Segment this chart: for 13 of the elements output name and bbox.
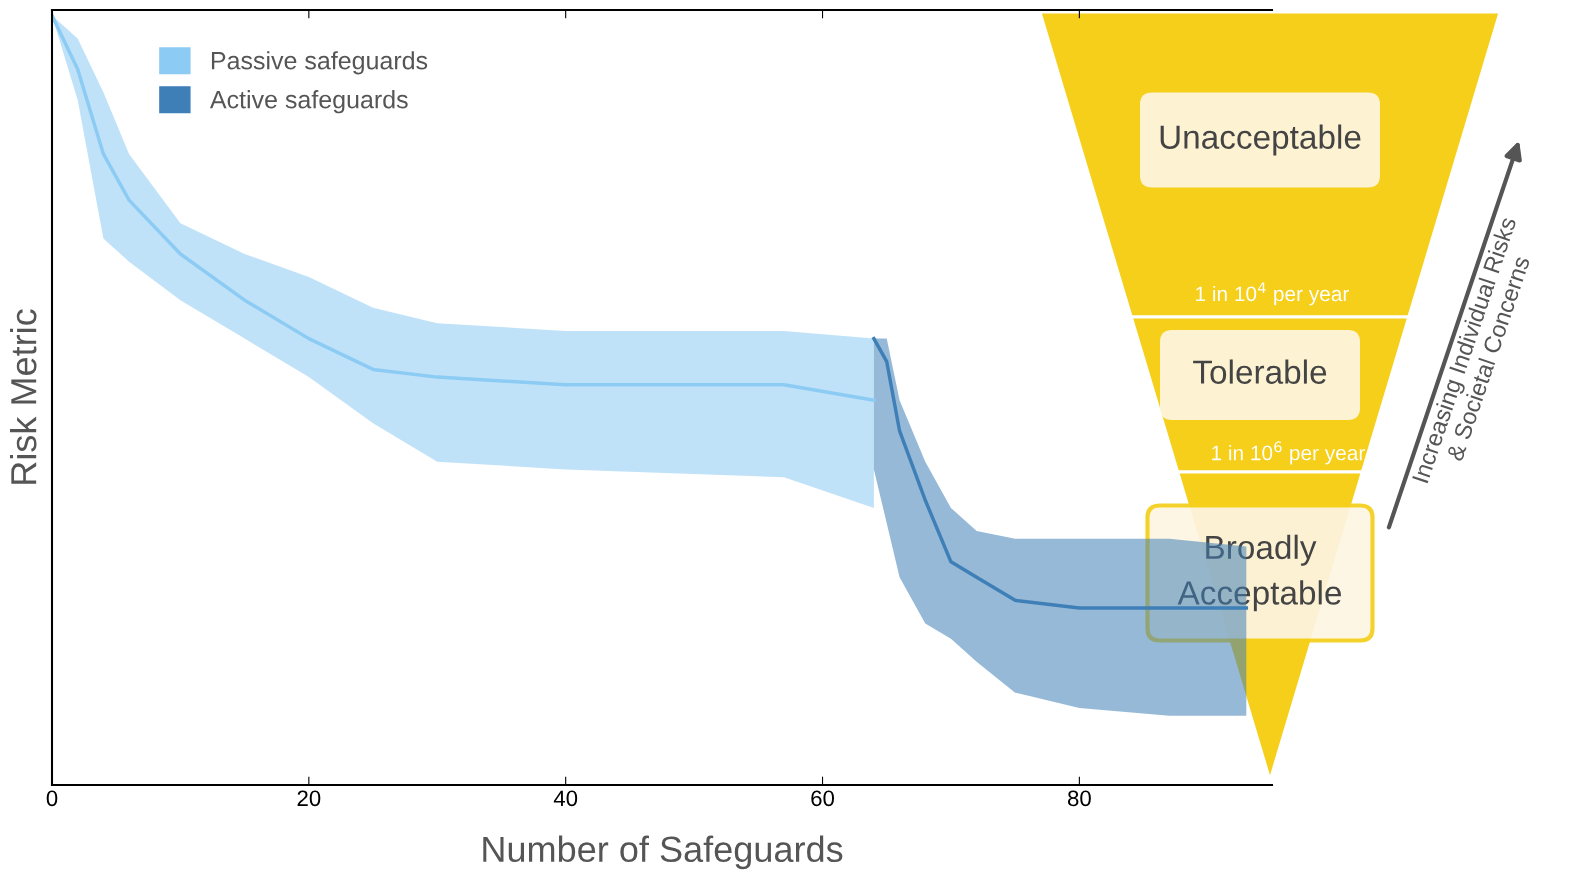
annotation: 1 in 10$^{4}$ per year bbox=[1196, 282, 1349, 306]
legend-label: Passive safeguards bbox=[211, 51, 428, 75]
y-axis-title: Risk Metric bbox=[10, 309, 37, 484]
annotation: 1 in 10$^{6}$ per year bbox=[1212, 441, 1365, 465]
category-label: Unacceptable bbox=[1160, 124, 1361, 156]
x-tick-label: 20 bbox=[297, 790, 321, 807]
x-tick-label: 0 bbox=[46, 790, 58, 807]
x-axis-title: Number of Safeguards bbox=[483, 835, 843, 870]
x-tick-label: 80 bbox=[1067, 790, 1091, 807]
x-tick-label: 60 bbox=[811, 790, 835, 807]
x-tick-label: 40 bbox=[553, 790, 578, 807]
legend-label: Active safeguards bbox=[209, 90, 408, 114]
category-label: Tolerable bbox=[1193, 359, 1327, 384]
